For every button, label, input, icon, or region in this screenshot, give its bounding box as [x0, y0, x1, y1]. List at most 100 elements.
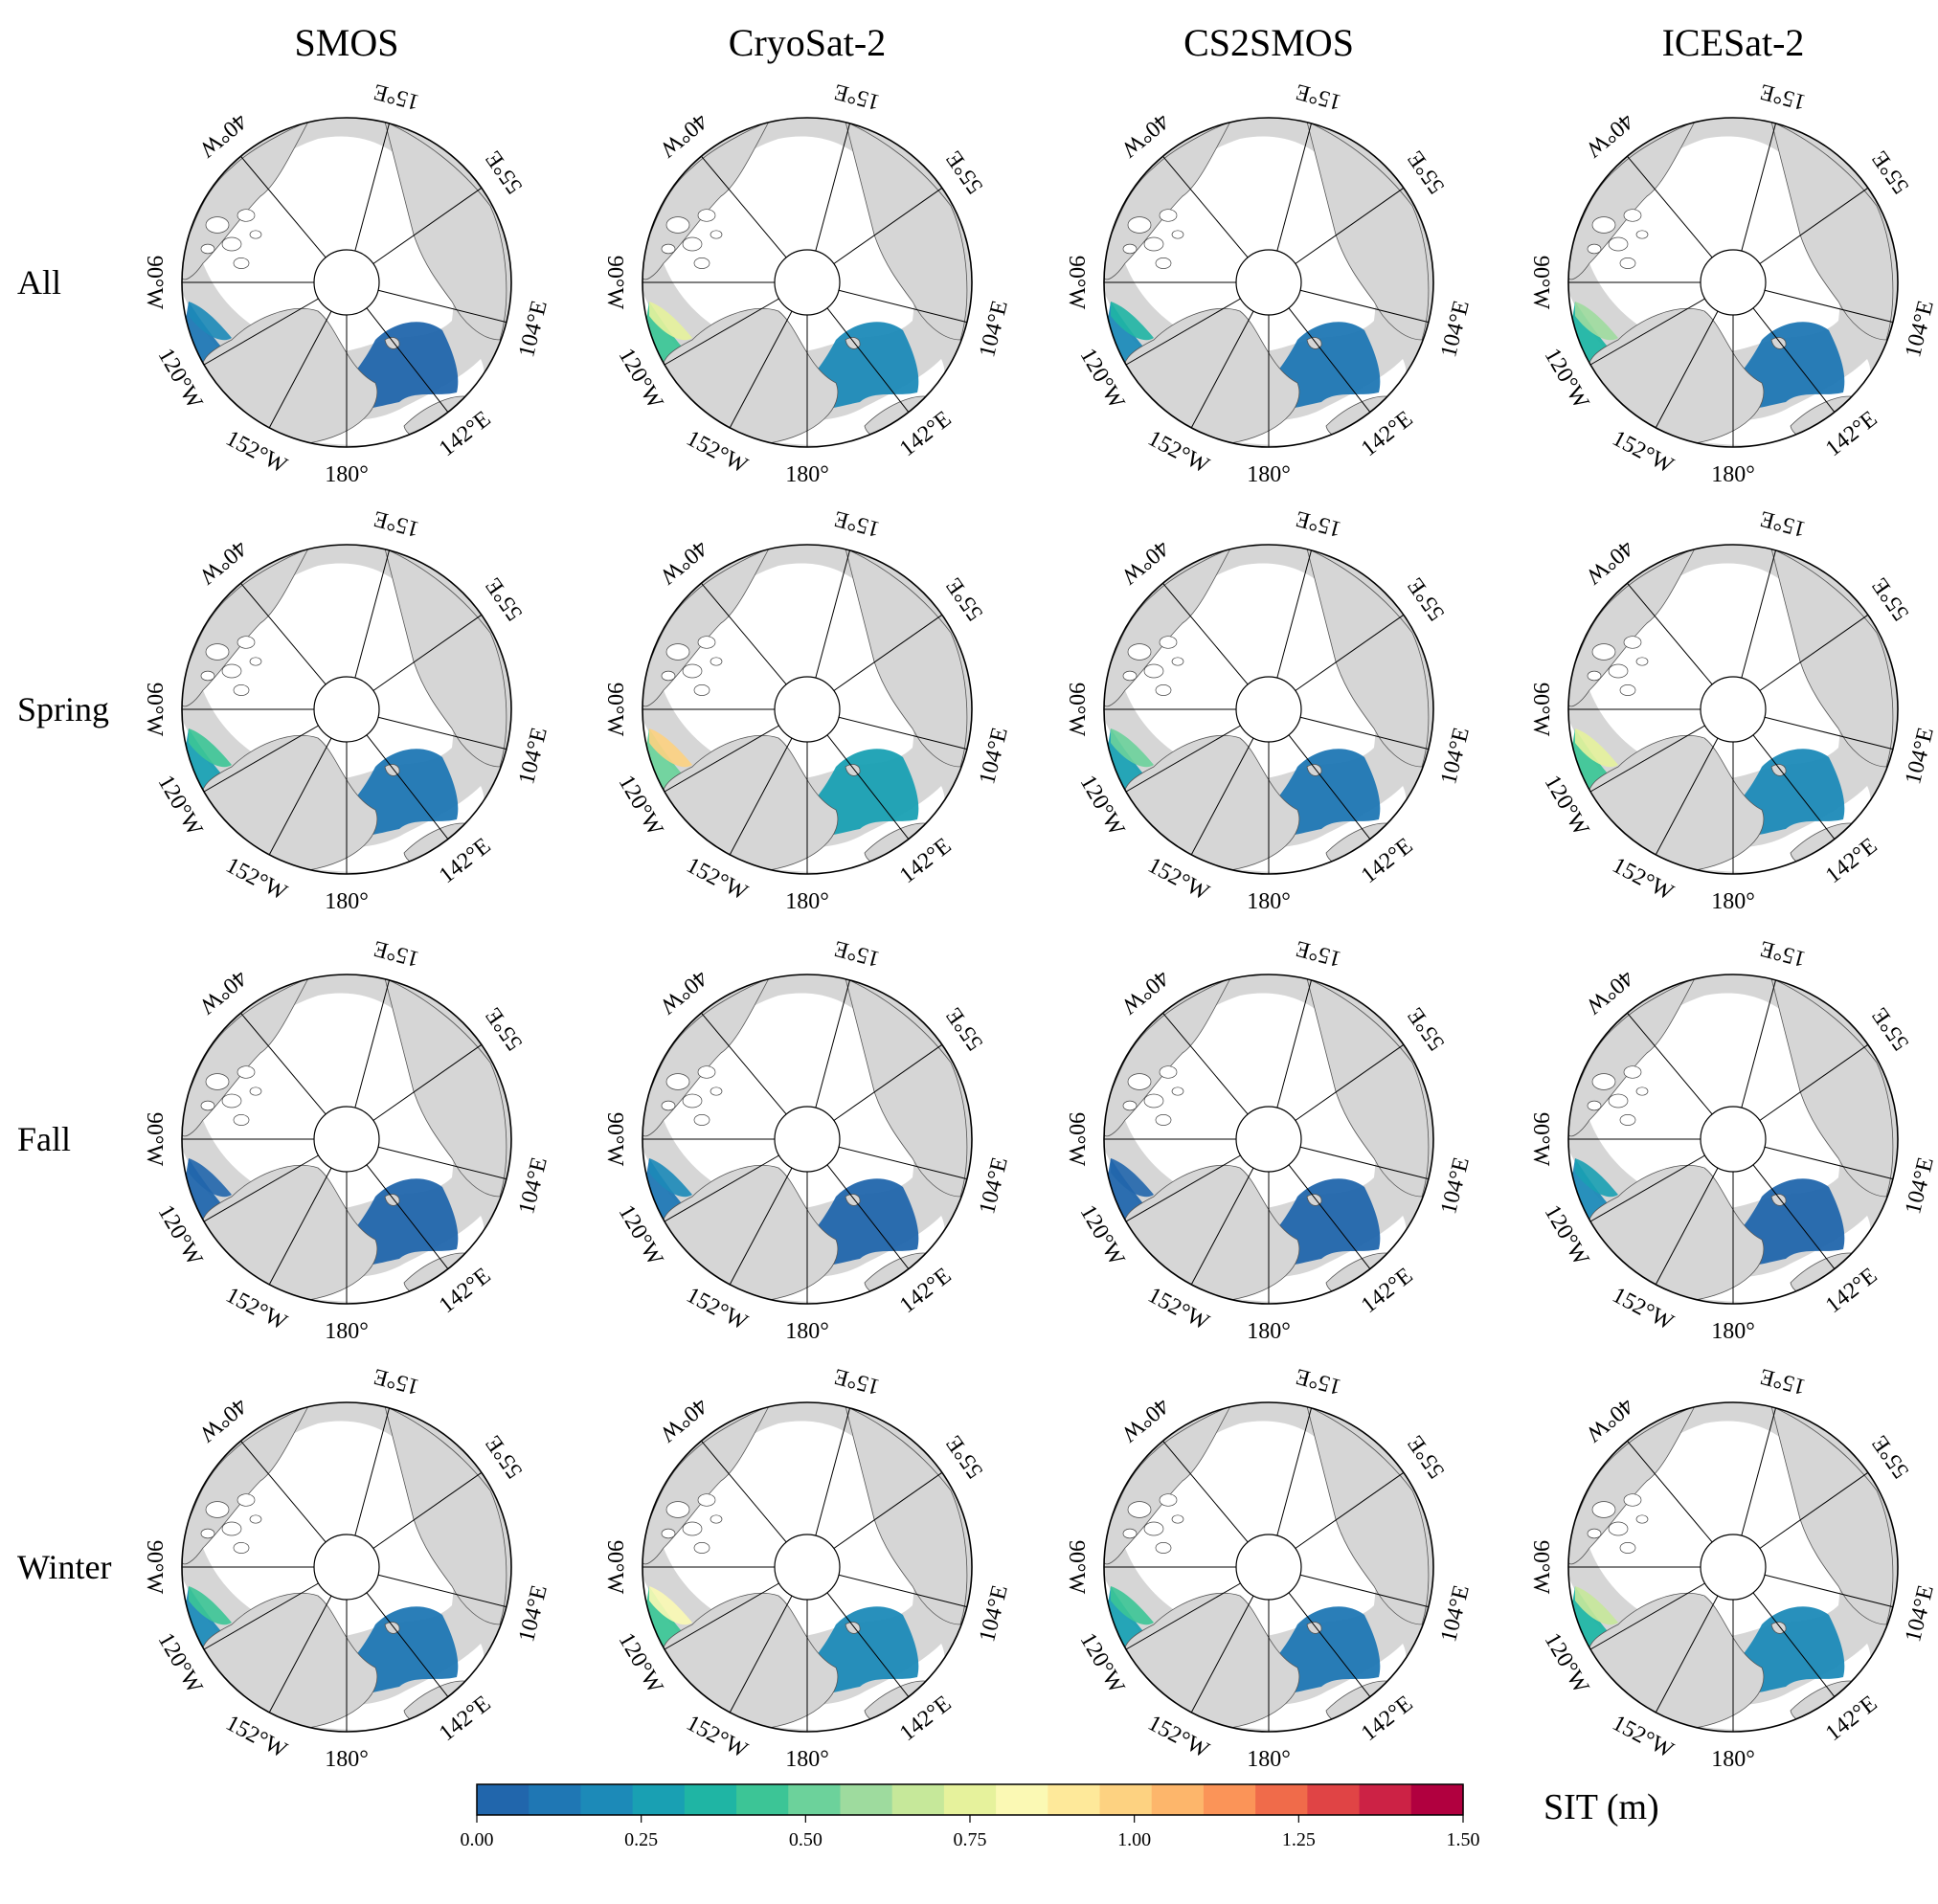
land-north-america [1104, 121, 1231, 280]
meridian-label: 15°E [1757, 505, 1808, 542]
meridian-line [664, 1582, 779, 1650]
meridian-line [366, 734, 449, 840]
island [233, 1542, 250, 1554]
colorbar-tick-label: 1.25 [1282, 1829, 1316, 1850]
island [1587, 1528, 1602, 1539]
colorbar-tick-label: 0.50 [789, 1829, 823, 1850]
meridian-line [1627, 1440, 1713, 1543]
meridian-line [377, 716, 507, 750]
meridian-label: 15°E [831, 1363, 882, 1400]
meridian-label: 15°E [1293, 505, 1343, 542]
meridian-label: 55°E [1867, 1430, 1914, 1482]
island [1619, 1542, 1636, 1554]
island [682, 663, 703, 679]
island [205, 643, 230, 661]
meridian-line [1299, 1146, 1430, 1180]
meridian-label: 180° [1247, 1319, 1291, 1344]
island [1591, 643, 1616, 661]
land-north-america [1104, 548, 1231, 707]
meridian-label: 15°E [831, 78, 882, 115]
meridian-line [838, 289, 968, 324]
meridian-label: 180° [785, 1747, 829, 1772]
island [200, 1100, 215, 1111]
island [1159, 209, 1178, 222]
meridian-line [1295, 1471, 1405, 1549]
island [221, 236, 242, 252]
meridian-label: 180° [785, 462, 829, 487]
meridian-line [1752, 1592, 1836, 1697]
meridian-line [1655, 310, 1719, 429]
meridian-label: 55°E [941, 1002, 988, 1054]
pole-hole [1700, 1106, 1767, 1173]
colorbar: 0.00 0.25 0.50 0.75 1.00 1.25 1.50 SIT (m) [461, 1783, 1659, 1850]
island [1587, 1100, 1602, 1111]
colorbar-swatch [1203, 1784, 1256, 1815]
meridian-line [203, 298, 319, 366]
land-north-america [1568, 1405, 1696, 1565]
meridian-line [1741, 123, 1776, 252]
land-north-america [1568, 121, 1696, 280]
land-svalbard [384, 764, 400, 776]
pole-hole [1700, 1534, 1767, 1601]
island [1608, 236, 1629, 252]
sit-band-baffin [1575, 1158, 1618, 1198]
land-north-america [642, 548, 770, 707]
colorbar-swatch [1099, 1784, 1153, 1815]
land-north-america [642, 977, 770, 1137]
island [665, 216, 690, 234]
sit-band-baffin [189, 728, 232, 768]
meridian-line [729, 310, 793, 429]
meridian-line [1276, 123, 1312, 252]
map-boundary [1103, 117, 1434, 448]
island [1619, 258, 1636, 269]
island [661, 243, 676, 255]
island [1122, 670, 1138, 682]
row-labels: All Spring Fall Winter [17, 263, 112, 1586]
meridian-line [1288, 307, 1371, 413]
column-title-cs2smos: CS2SMOS [1183, 21, 1354, 64]
row-label-all: All [17, 263, 61, 302]
colorbar-label: SIT (m) [1544, 1787, 1659, 1827]
island [661, 670, 676, 682]
island [1608, 1521, 1629, 1536]
map-boundary [642, 974, 973, 1305]
meridian-line [838, 716, 968, 750]
meridian-line [833, 1471, 943, 1549]
island [710, 230, 723, 239]
meridian-line [833, 1043, 943, 1121]
meridian-line [1752, 734, 1836, 840]
sit-band-baffin [649, 1158, 692, 1198]
colorbar-swatch [943, 1784, 997, 1815]
island [693, 1114, 710, 1126]
colorbar-ticks: 0.00 0.25 0.50 0.75 1.00 1.25 1.50 [461, 1815, 1480, 1850]
land-svalbard [845, 1622, 861, 1634]
meridian-label: 55°E [1403, 1430, 1450, 1482]
meridian-line [815, 1407, 850, 1536]
island [1171, 230, 1184, 239]
land-svalbard [384, 1194, 400, 1206]
island [710, 657, 723, 666]
land-north-america [182, 548, 309, 707]
meridian-label: 90°W [602, 1540, 627, 1595]
land-north-america [1568, 548, 1696, 707]
island [661, 1100, 676, 1111]
meridian-label: 15°E [371, 505, 421, 542]
meridian-label: 55°E [1867, 146, 1914, 197]
meridian-line [377, 289, 507, 324]
island [693, 258, 710, 269]
meridian-line [268, 737, 332, 856]
land-north-america [182, 1405, 309, 1565]
colorbar-tick-label: 1.50 [1447, 1829, 1480, 1850]
meridian-line [366, 307, 449, 413]
meridian-line [366, 1592, 449, 1697]
island [1143, 1093, 1164, 1109]
island [200, 243, 215, 255]
meridian-line [1764, 289, 1894, 324]
meridian-line [372, 1043, 483, 1121]
meridian-label: 90°W [1064, 256, 1089, 310]
